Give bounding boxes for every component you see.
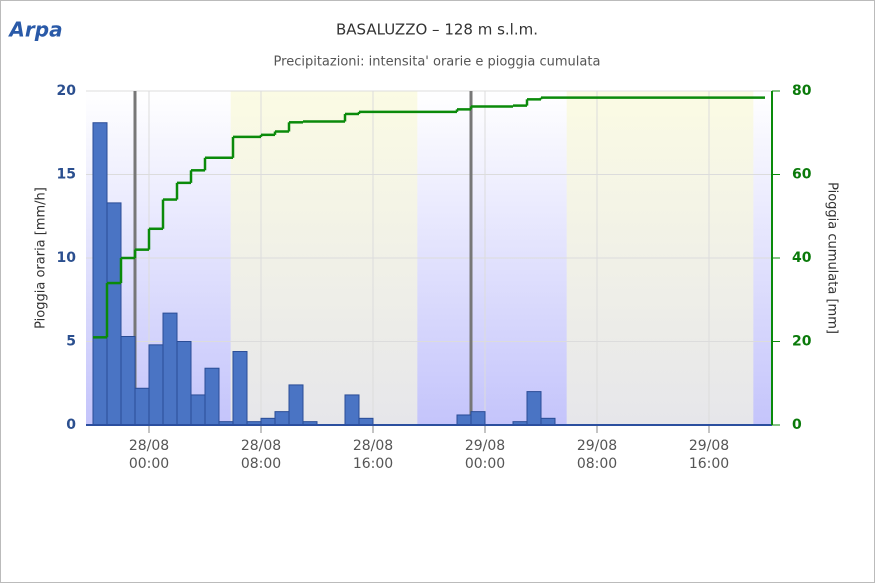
bar — [470, 411, 486, 426]
bar — [106, 202, 122, 426]
bar — [232, 351, 248, 426]
y-tick-label: 0 — [66, 417, 76, 433]
y2-axis-title: Pioggia cumulata [mm] — [825, 182, 840, 334]
bar — [176, 341, 192, 426]
y-tick-label: 10 — [57, 250, 77, 266]
bar — [204, 367, 220, 426]
chart-title: BASALUZZO – 128 m s.l.m. — [336, 21, 538, 39]
y2-tick-label: 60 — [792, 167, 812, 183]
x-tick-label: 28/08 00:00 — [129, 438, 169, 472]
bar — [526, 391, 542, 426]
y-tick-label: 5 — [66, 334, 76, 350]
bar — [274, 411, 290, 426]
y2-tick-label: 0 — [792, 417, 802, 433]
bar — [344, 394, 360, 426]
x-tick-label: 28/08 16:00 — [353, 438, 393, 472]
bar — [540, 417, 556, 426]
y-tick-label: 15 — [57, 167, 76, 183]
y2-tick-label: 20 — [792, 334, 812, 350]
x-tick-label: 29/08 16:00 — [689, 438, 729, 472]
x-tick-label: 28/08 08:00 — [241, 438, 281, 472]
chart-subtitle: Precipitazioni: intensita' orarie e piog… — [274, 55, 601, 70]
bar — [456, 414, 472, 426]
bar — [260, 417, 276, 426]
bar — [134, 387, 150, 426]
bar — [288, 384, 304, 426]
bar — [162, 312, 178, 426]
y2-tick-label: 80 — [792, 83, 812, 99]
bar — [190, 394, 206, 426]
y-axis-title: Pioggia oraria [mm/h] — [34, 187, 49, 329]
logo: Arpa — [7, 18, 62, 42]
y-tick-label: 20 — [57, 83, 77, 99]
x-tick-label: 29/08 08:00 — [577, 438, 617, 472]
bar — [92, 122, 108, 426]
x-tick-label: 29/08 00:00 — [465, 438, 505, 472]
y2-tick-label: 40 — [792, 250, 812, 266]
bar — [358, 417, 374, 426]
bar — [148, 344, 164, 426]
bar — [120, 335, 136, 426]
